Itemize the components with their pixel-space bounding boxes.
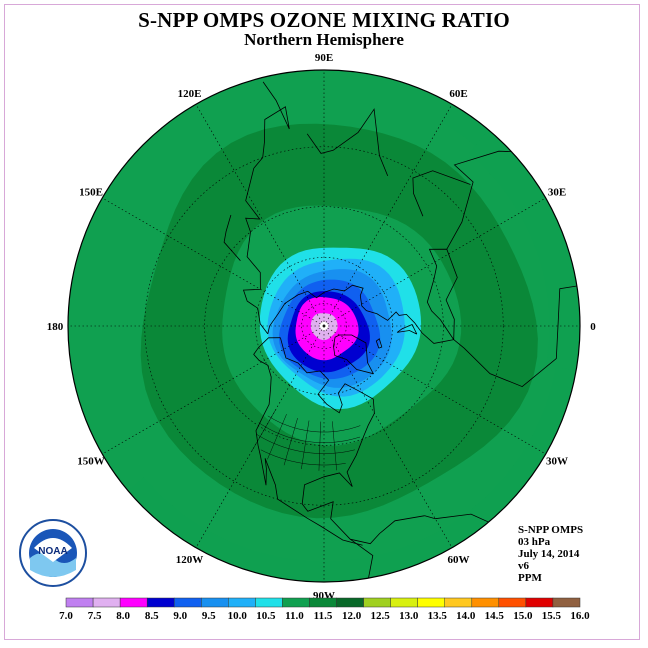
coastline — [242, 81, 290, 335]
coastline — [333, 334, 374, 375]
info-version: v6 — [518, 560, 529, 572]
map-border — [67, 69, 581, 583]
coastline — [253, 337, 363, 546]
longitude-label: 0 — [590, 321, 596, 333]
coastline — [349, 538, 374, 582]
contour-band — [468, 129, 580, 371]
longitude-label: 90E — [315, 52, 333, 64]
longitude-labels: 90E 60E 30E 0 30W 60W 90W 120W 150W 180 150E 120E — [47, 52, 597, 602]
coastline — [223, 214, 241, 261]
coastline — [426, 248, 458, 340]
longitude-label: 30W — [546, 456, 568, 468]
page-title: S-NPP OMPS OZONE MIXING RATIO — [138, 8, 510, 32]
longitude-label: 120W — [176, 554, 204, 566]
coastline — [280, 337, 425, 545]
logo-text: NOAA — [38, 546, 67, 557]
graticule — [68, 70, 580, 582]
info-instrument: S-NPP OMPS — [518, 524, 584, 536]
longitude-label: 120E — [178, 88, 202, 100]
noaa-logo-icon: NOAA — [19, 519, 87, 587]
coastline — [412, 170, 471, 217]
coastline — [267, 284, 454, 344]
coastline — [453, 285, 577, 388]
coastline — [375, 338, 383, 349]
figure-frame — [4, 4, 640, 640]
coastlines — [223, 81, 577, 582]
info-date: July 14, 2014 — [518, 548, 580, 560]
longitude-label: 60W — [448, 554, 470, 566]
info-block: S-NPP OMPS 03 hPa July 14, 2014 v6 PPM — [518, 524, 583, 584]
longitude-label: 180 — [47, 321, 64, 333]
longitude-label: 30E — [548, 187, 566, 199]
longitude-label: 60E — [449, 88, 467, 100]
longitude-label: 150E — [79, 187, 103, 199]
longitude-label: 90W — [313, 590, 335, 602]
longitude-label: 150W — [77, 456, 105, 468]
info-units: PPM — [518, 572, 542, 584]
coastline — [446, 150, 525, 250]
info-level: 03 hPa — [518, 536, 551, 548]
page-subtitle: Northern Hemisphere — [244, 30, 404, 49]
